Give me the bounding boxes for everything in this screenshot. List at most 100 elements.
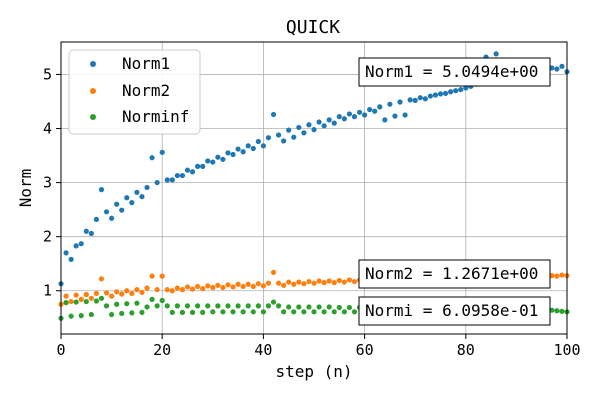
point-norm1 bbox=[78, 241, 84, 247]
point-norm1 bbox=[129, 200, 135, 206]
point-norminf bbox=[98, 295, 105, 301]
legend-marker-norm2 bbox=[90, 88, 96, 94]
point-norm1 bbox=[463, 85, 469, 91]
point-norm2 bbox=[291, 281, 297, 287]
point-norminf bbox=[195, 303, 201, 309]
point-norm1 bbox=[73, 243, 79, 249]
annotation-box-norm1 bbox=[358, 57, 551, 87]
x-tick-label: 20 bbox=[153, 341, 171, 359]
point-norminf bbox=[189, 309, 196, 315]
point-norm1 bbox=[179, 172, 186, 179]
point-norminf bbox=[265, 303, 272, 309]
point-norm1 bbox=[407, 97, 413, 103]
point-norminf bbox=[286, 304, 292, 310]
point-norm2 bbox=[205, 283, 211, 289]
point-norminf bbox=[291, 309, 297, 315]
point-norm1 bbox=[159, 149, 165, 155]
point-norm2 bbox=[174, 285, 180, 291]
annotation-norm1: Norm1 = 5.0494e+00 bbox=[358, 57, 551, 87]
point-norm1 bbox=[336, 114, 342, 120]
point-norm2 bbox=[139, 289, 145, 295]
annotation-box-norm2 bbox=[358, 259, 551, 289]
x-axis-label: step (n) bbox=[275, 362, 352, 381]
point-norm2 bbox=[245, 281, 251, 287]
point-norm2 bbox=[144, 285, 150, 291]
point-norm1 bbox=[220, 156, 226, 162]
point-norm2 bbox=[346, 277, 353, 283]
point-norm2 bbox=[265, 280, 272, 286]
point-norminf bbox=[144, 304, 150, 310]
point-norm1 bbox=[240, 149, 246, 155]
point-norm2 bbox=[281, 282, 287, 288]
point-norm1 bbox=[205, 158, 211, 164]
point-norm1 bbox=[422, 96, 428, 102]
point-norm1 bbox=[144, 184, 150, 191]
point-norm1 bbox=[68, 256, 74, 262]
annotation-text-norminf: Normi = 6.0958e-01 bbox=[365, 301, 538, 320]
point-norm1 bbox=[98, 187, 105, 193]
point-norm1 bbox=[559, 63, 565, 69]
point-norm2 bbox=[63, 293, 69, 299]
point-norm1 bbox=[402, 112, 408, 118]
annotation-norminf: Normi = 6.0958e-01 bbox=[358, 296, 551, 326]
point-norminf bbox=[134, 300, 140, 306]
point-norm1 bbox=[554, 66, 560, 72]
point-norm1 bbox=[63, 250, 69, 256]
point-norminf bbox=[336, 304, 342, 311]
plot-frame bbox=[60, 41, 568, 335]
x-tick-label: 60 bbox=[356, 341, 374, 359]
x-tick-label: 40 bbox=[254, 341, 272, 359]
point-norm2 bbox=[215, 282, 221, 288]
point-norm1 bbox=[139, 194, 145, 200]
point-norm2 bbox=[154, 287, 160, 293]
point-norminf bbox=[311, 309, 317, 315]
point-norm1 bbox=[250, 145, 256, 152]
legend-label-norm1: Norm1 bbox=[122, 54, 170, 73]
point-norm1 bbox=[230, 151, 236, 158]
point-norm1 bbox=[549, 65, 555, 71]
legend-box bbox=[68, 49, 201, 135]
point-norm1 bbox=[270, 111, 277, 118]
point-norm2 bbox=[240, 283, 246, 290]
point-norm2 bbox=[336, 277, 342, 284]
point-norminf bbox=[164, 303, 170, 309]
point-norminf bbox=[159, 297, 165, 304]
point-norminf bbox=[139, 309, 145, 315]
point-norminf bbox=[260, 309, 266, 315]
point-norm1 bbox=[382, 117, 388, 123]
point-norminf bbox=[270, 299, 277, 305]
point-norm1 bbox=[260, 143, 266, 149]
point-norm2 bbox=[554, 273, 560, 279]
point-norm1 bbox=[362, 112, 368, 118]
point-norm2 bbox=[286, 279, 292, 285]
annotation-text-norm1: Norm1 = 5.0494e+00 bbox=[365, 62, 538, 81]
point-norm1 bbox=[427, 93, 433, 99]
point-norm1 bbox=[109, 215, 115, 221]
legend-marker-norm1 bbox=[90, 61, 96, 67]
point-norminf bbox=[554, 308, 560, 314]
point-norm2 bbox=[311, 280, 317, 286]
point-norm1 bbox=[255, 138, 261, 145]
point-norminf bbox=[103, 303, 110, 309]
point-norminf bbox=[296, 304, 302, 310]
point-norm1 bbox=[93, 216, 100, 222]
legend: Norm1 Norm2 Norminf bbox=[68, 49, 201, 135]
point-norminf bbox=[240, 309, 246, 315]
annotation-box-norminf bbox=[358, 296, 551, 326]
point-norm1 bbox=[326, 117, 332, 123]
point-norm1 bbox=[174, 172, 180, 179]
point-norm2 bbox=[114, 289, 120, 295]
point-norm2 bbox=[230, 284, 236, 290]
point-norm1 bbox=[281, 138, 287, 144]
point-norminf bbox=[281, 309, 287, 315]
point-norm2 bbox=[549, 273, 555, 279]
point-norm2 bbox=[210, 284, 216, 291]
point-norm2 bbox=[88, 295, 94, 301]
point-norm1 bbox=[356, 109, 363, 115]
point-norm1 bbox=[417, 95, 423, 101]
point-norm2 bbox=[306, 278, 312, 285]
point-norm2 bbox=[225, 282, 231, 288]
point-norminf bbox=[346, 304, 353, 311]
point-norminf bbox=[174, 303, 180, 309]
point-norm1 bbox=[432, 92, 439, 98]
